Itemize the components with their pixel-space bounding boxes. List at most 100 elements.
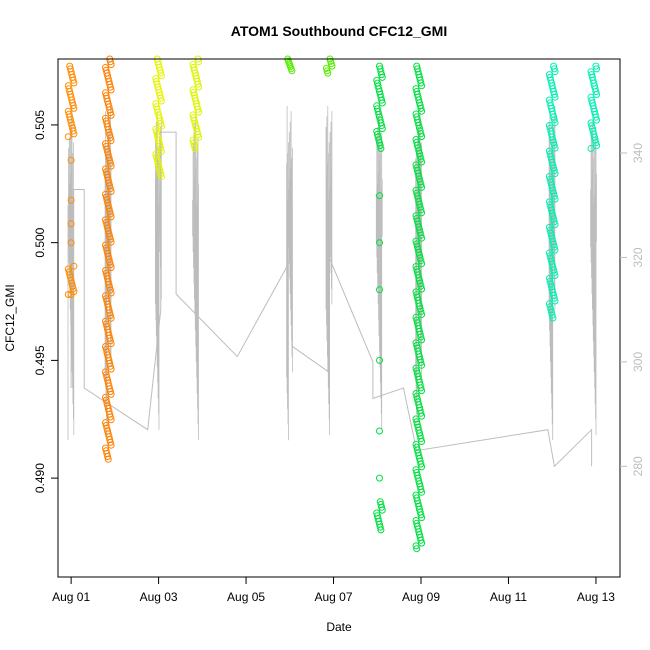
point-flight-1b-94 [102, 190, 109, 198]
point-flight-1b-76 [102, 241, 109, 249]
point-flight-5b-9 [587, 119, 595, 127]
point-flight-4b-54 [413, 392, 421, 400]
point-flight-1b-121 [102, 114, 109, 122]
point-flight-1b-129 [102, 92, 110, 100]
point-flight-4a-35 [373, 76, 381, 84]
point-flight-1a-19 [65, 110, 73, 118]
point-flight-1a-10 [70, 262, 78, 270]
point-flight-4b-108 [413, 240, 421, 248]
point-flight-2a-25 [153, 103, 160, 111]
point-flight-4b-135 [413, 164, 421, 172]
x-tick-label-5: Aug 11 [490, 590, 527, 604]
point-flight-4b-45 [413, 418, 421, 426]
x-axis-label: Date [326, 620, 352, 634]
point-flight-1b-3 [102, 447, 110, 455]
point-flight-5a-41 [545, 198, 553, 206]
point-flight-2a-17 [152, 125, 160, 133]
point-flight-4a-39 [376, 65, 384, 73]
point-flight-1b-57 [102, 295, 110, 303]
point-flight-1a-38 [67, 239, 75, 247]
point-flight-1b-12 [102, 421, 110, 429]
series-flight-4a [373, 62, 386, 534]
point-flight-1a-36 [66, 62, 74, 70]
point-flight-4b-118 [412, 212, 420, 220]
y-tick-label-2: 0.500 [33, 227, 47, 257]
point-flight-4a-46 [376, 192, 383, 200]
point-flight-4b-82 [412, 313, 420, 321]
point-flight-1a-28 [65, 85, 73, 93]
y2-tick-label-3: 340 [631, 143, 645, 163]
x-axis: Aug 01 Aug 03 Aug 05 Aug 07 Aug 09 Aug 11 Aug … [52, 577, 615, 604]
point-flight-5a-5 [545, 300, 553, 308]
point-flight-4a-16 [373, 130, 381, 138]
point-flight-5a-40 [546, 201, 554, 209]
point-flight-4b-1 [412, 542, 420, 550]
series-flight-3b [322, 55, 336, 77]
point-flight-2a-34 [153, 77, 160, 85]
point-flight-1b-84 [102, 219, 110, 226]
point-flight-1a-0 [64, 291, 72, 298]
point-flight-5a-68 [545, 122, 553, 129]
y-tick-label-0: 0.490 [33, 463, 47, 493]
point-flight-5b-0 [587, 145, 595, 152]
series-flight-1b [102, 55, 115, 463]
point-flight-4b-36 [413, 443, 421, 451]
point-flight-2b-21 [189, 86, 197, 94]
point-flight-1a-8 [65, 268, 73, 276]
point-flight-1b-67 [102, 266, 109, 274]
point-flight-1b-102 [102, 168, 110, 176]
point-flight-1b-138 [102, 66, 110, 74]
point-flight-1b-31 [102, 368, 109, 376]
point-flight-4b-154 [412, 110, 420, 118]
point-flight-2a-26 [152, 100, 160, 108]
point-flight-5a-14 [545, 274, 553, 282]
point-flight-5b-27 [587, 68, 595, 76]
point-flight-5a-89 [550, 62, 558, 70]
point-flight-4b-46 [412, 415, 420, 423]
series-flight-1a [64, 62, 78, 298]
series-flight-5b [587, 62, 601, 152]
point-flight-4b-0 [413, 545, 421, 553]
point-flight-4b-163 [412, 85, 420, 93]
point-flight-5b-29 [592, 62, 600, 70]
point-flight-2b-3 [189, 136, 197, 144]
point-flight-4b-9 [413, 519, 421, 527]
point-flight-1a-9 [64, 265, 72, 273]
point-flight-4a-44 [376, 286, 383, 294]
y2-tick-label-0: 280 [631, 456, 645, 476]
point-flight-4b-109 [412, 237, 420, 245]
point-flight-4b-73 [412, 339, 420, 347]
point-flight-4b-64 [412, 364, 420, 372]
point-flight-1b-120 [102, 117, 110, 125]
point-flight-2a-8 [152, 150, 160, 158]
series-flight-2a [152, 55, 165, 181]
point-flight-4a-9 [377, 501, 385, 508]
point-flight-5b-26 [588, 71, 596, 79]
point-flight-4b-127 [412, 186, 420, 194]
point-flight-5a-86 [545, 71, 553, 79]
x-tick-label-4: Aug 09 [402, 590, 440, 604]
point-flight-2a-7 [153, 153, 160, 161]
point-flight-4b-91 [412, 288, 420, 296]
x-tick-label-3: Aug 07 [315, 590, 353, 604]
altitude-track-layer [67, 106, 597, 468]
point-flight-1a-35 [66, 65, 74, 73]
point-flight-1a-40 [67, 196, 75, 204]
point-flight-5a-50 [545, 173, 553, 180]
point-flight-1a-37 [67, 291, 75, 298]
point-flight-4b-90 [413, 291, 421, 299]
point-flight-4b-145 [412, 136, 420, 143]
y-tick-label-1: 0.495 [33, 345, 47, 375]
point-flight-1b-22 [102, 393, 109, 401]
point-flight-1a-11 [64, 133, 72, 141]
point-flight-1b-85 [102, 216, 109, 224]
point-flight-4a-26 [373, 102, 381, 110]
point-flight-4a-42 [376, 427, 383, 435]
x-tick-label-2: Aug 05 [227, 590, 265, 604]
point-flight-1a-20 [64, 107, 72, 115]
plot-frame [57, 58, 621, 578]
point-flight-4b-81 [413, 316, 421, 324]
point-flight-1b-40 [102, 343, 109, 350]
